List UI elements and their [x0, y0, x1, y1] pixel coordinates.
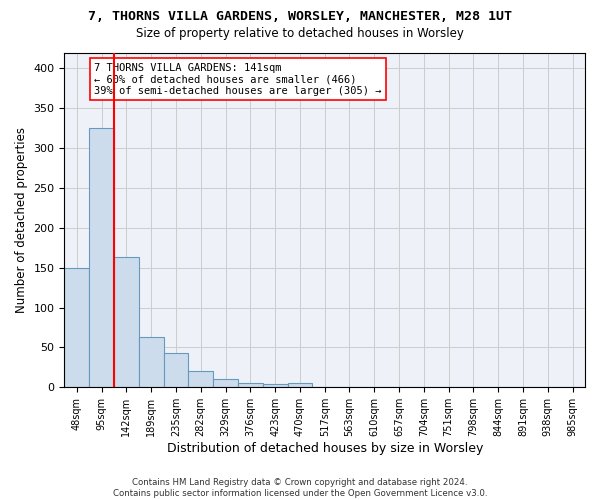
Y-axis label: Number of detached properties: Number of detached properties: [15, 127, 28, 313]
X-axis label: Distribution of detached houses by size in Worsley: Distribution of detached houses by size …: [167, 442, 483, 455]
Bar: [188, 372, 213, 388]
Bar: [64, 268, 89, 388]
Bar: [287, 384, 313, 388]
Bar: [89, 128, 114, 388]
Bar: [114, 258, 139, 388]
Text: 7, THORNS VILLA GARDENS, WORSLEY, MANCHESTER, M28 1UT: 7, THORNS VILLA GARDENS, WORSLEY, MANCHE…: [88, 10, 512, 23]
Text: Contains HM Land Registry data © Crown copyright and database right 2024.
Contai: Contains HM Land Registry data © Crown c…: [113, 478, 487, 498]
Bar: [164, 353, 188, 388]
Text: 7 THORNS VILLA GARDENS: 141sqm
← 60% of detached houses are smaller (466)
39% of: 7 THORNS VILLA GARDENS: 141sqm ← 60% of …: [94, 62, 382, 96]
Bar: [139, 337, 164, 388]
Bar: [238, 384, 263, 388]
Bar: [213, 380, 238, 388]
Bar: [263, 384, 287, 388]
Text: Size of property relative to detached houses in Worsley: Size of property relative to detached ho…: [136, 28, 464, 40]
